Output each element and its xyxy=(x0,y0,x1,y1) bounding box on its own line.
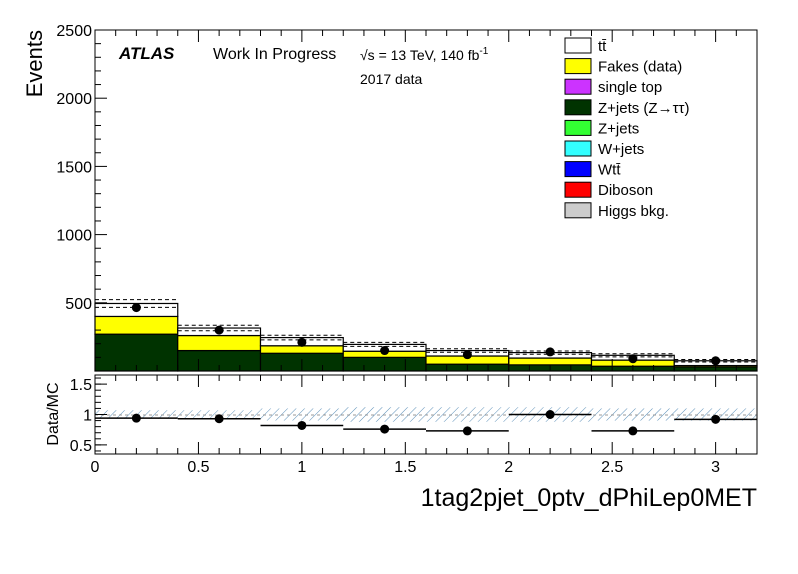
ratio-points xyxy=(95,410,757,436)
legend-swatch-8 xyxy=(564,202,592,219)
main-y-ticks: 500 1000 1500 2000 2500 xyxy=(56,23,758,371)
ratio-point-2 xyxy=(297,420,307,430)
x-tick-label-1: 0.5 xyxy=(187,459,209,476)
data-point-0 xyxy=(131,303,141,313)
legend-label-4: Z+jets xyxy=(598,120,639,137)
legend-swatch-0 xyxy=(564,37,592,54)
legend-label-3: Z+jets (Z→ττ) xyxy=(598,100,689,117)
ratio-point-1 xyxy=(214,414,224,424)
legend: tt̄ Fakes (data) single top Z+jets (Z→ττ) Z+… xyxy=(564,37,689,220)
data-point-1 xyxy=(214,325,224,335)
ratio-ticks: 0.5 1 1.5 0 0.5 1 1.5 2 2.5 3 xyxy=(70,375,758,476)
x-axis-title: 1tag2pjet_0ptv_dPhiLep0MET xyxy=(421,484,757,512)
data-point-2 xyxy=(297,337,307,347)
y-tick-label-3: 2000 xyxy=(56,91,92,108)
ratio-point-7 xyxy=(711,414,721,424)
legend-swatch-1 xyxy=(564,58,592,75)
y-tick-label-4: 2500 xyxy=(56,23,92,40)
legend-label-8: Higgs bkg. xyxy=(598,203,669,220)
legend-label-5: W+jets xyxy=(598,141,644,158)
x-tick-label-5: 2.5 xyxy=(601,459,623,476)
legend-swatch-3 xyxy=(564,99,592,116)
status-label: Work In Progress xyxy=(213,46,336,63)
energy-label: √s = 13 TeV, 140 fb-1 xyxy=(360,46,489,63)
legend-swatch-4 xyxy=(564,119,592,136)
y-axis-title: Events xyxy=(22,30,47,97)
legend-swatch-2 xyxy=(564,78,592,95)
legend-label-7: Diboson xyxy=(598,182,653,199)
dataset-label: 2017 data xyxy=(360,71,422,87)
y-tick-label-2: 1500 xyxy=(56,159,92,176)
legend-swatch-5 xyxy=(564,140,592,157)
data-point-3 xyxy=(380,346,390,356)
x-tick-label-3: 1.5 xyxy=(394,459,416,476)
ratio-point-5 xyxy=(545,410,555,419)
y-tick-label-1: 1000 xyxy=(56,228,92,245)
ratio-y-tick-label-1: 1 xyxy=(83,408,92,425)
stack-bar-1-1 xyxy=(177,334,262,352)
data-point-6 xyxy=(628,354,638,364)
ratio-y-axis-title: Data/MC xyxy=(45,382,62,445)
x-tick-label-4: 2 xyxy=(504,459,513,476)
stacked-histogram xyxy=(94,302,758,372)
legend-label-0: tt̄ xyxy=(598,38,607,55)
y-tick-label-0: 500 xyxy=(65,296,92,313)
stack-bar-1-2 xyxy=(259,345,344,354)
ratio-y-tick-label-2: 1.5 xyxy=(70,377,92,394)
legend-label-2: single top xyxy=(598,79,662,96)
ratio-point-0 xyxy=(131,413,141,423)
ratio-point-6 xyxy=(628,426,638,436)
legend-label-6: Wtt̄ xyxy=(598,162,621,179)
atlas-label: ATLAS xyxy=(118,44,175,63)
stack-bar-1-0 xyxy=(94,315,179,335)
stack-bar-0-0 xyxy=(94,333,179,372)
ratio-band-6 xyxy=(591,408,675,421)
legend-swatch-6 xyxy=(564,161,592,178)
data-point-4 xyxy=(462,350,472,360)
ratio-point-4 xyxy=(462,426,472,436)
data-point-5 xyxy=(545,347,555,357)
stack-bar-1-5 xyxy=(508,357,593,366)
energy-superscript: -1 xyxy=(479,46,488,57)
legend-label-1: Fakes (data) xyxy=(598,59,682,76)
x-tick-label-0: 0 xyxy=(91,459,100,476)
ratio-point-3 xyxy=(380,424,390,434)
ratio-y-tick-label-0: 0.5 xyxy=(70,438,92,455)
x-tick-label-6: 3 xyxy=(711,459,720,476)
legend-swatch-7 xyxy=(564,181,592,198)
x-tick-label-2: 1 xyxy=(297,459,306,476)
